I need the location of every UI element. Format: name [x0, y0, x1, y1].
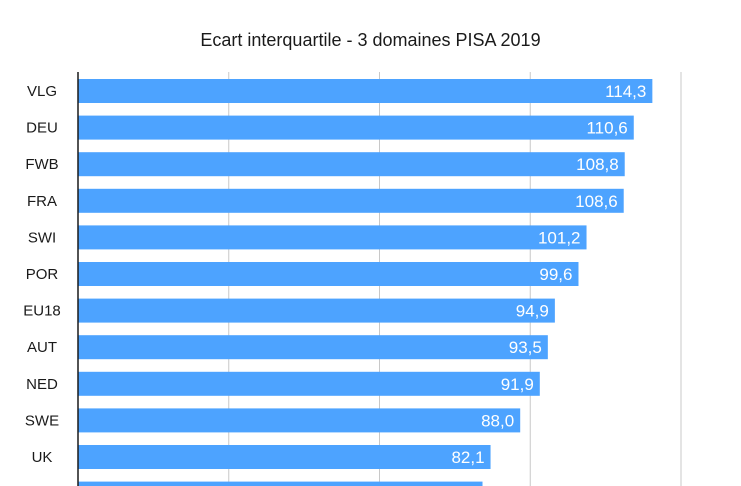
category-label-vlg: VLG [27, 83, 57, 100]
category-label-por: POR [26, 266, 59, 283]
category-label-fwb: FWB [25, 156, 58, 173]
bar-eu18 [78, 298, 555, 323]
value-label-uk: 82,1 [451, 448, 484, 467]
category-label-eu18: EU18 [23, 303, 61, 320]
bar-vlg [78, 79, 653, 103]
category-label-swe: SWE [25, 412, 59, 429]
category-label-uk: UK [32, 449, 53, 466]
value-label-deu: 110,6 [586, 119, 627, 138]
value-label-swe: 88,0 [481, 411, 514, 430]
bar-aut [78, 335, 548, 360]
category-label-deu: DEU [26, 120, 58, 137]
bar-ned [78, 371, 540, 396]
bar-swe [78, 408, 521, 433]
value-label-aut: 93,5 [509, 338, 542, 357]
value-label-por: 99,6 [539, 265, 572, 284]
value-label-eu18: 94,9 [516, 302, 549, 321]
category-label-aut: AUT [27, 339, 57, 356]
chart-title: Ecart interquartile - 3 domaines PISA 20… [200, 30, 541, 50]
value-label-vlg: 114,3 [605, 82, 646, 101]
bar-deu [78, 115, 634, 140]
bar-partial [78, 481, 483, 486]
bar-swi [78, 225, 587, 250]
value-label-fwb: 108,8 [576, 155, 619, 174]
bar-fwb [78, 152, 625, 177]
category-label-swi: SWI [28, 229, 56, 246]
bar-uk [78, 445, 491, 469]
category-label-ned: NED [26, 376, 58, 393]
bar-por [78, 262, 579, 286]
bar-fra [78, 188, 624, 213]
value-label-ned: 91,9 [501, 375, 534, 394]
labels: VLG 114,3 DEU 110,6 FWB 108,8 FRA 108,6 SWI 101,2… [23, 82, 646, 467]
value-label-fra: 108,6 [575, 192, 618, 211]
value-label-swi: 101,2 [538, 228, 581, 247]
bars [78, 79, 653, 486]
category-label-fra: FRA [27, 193, 57, 210]
